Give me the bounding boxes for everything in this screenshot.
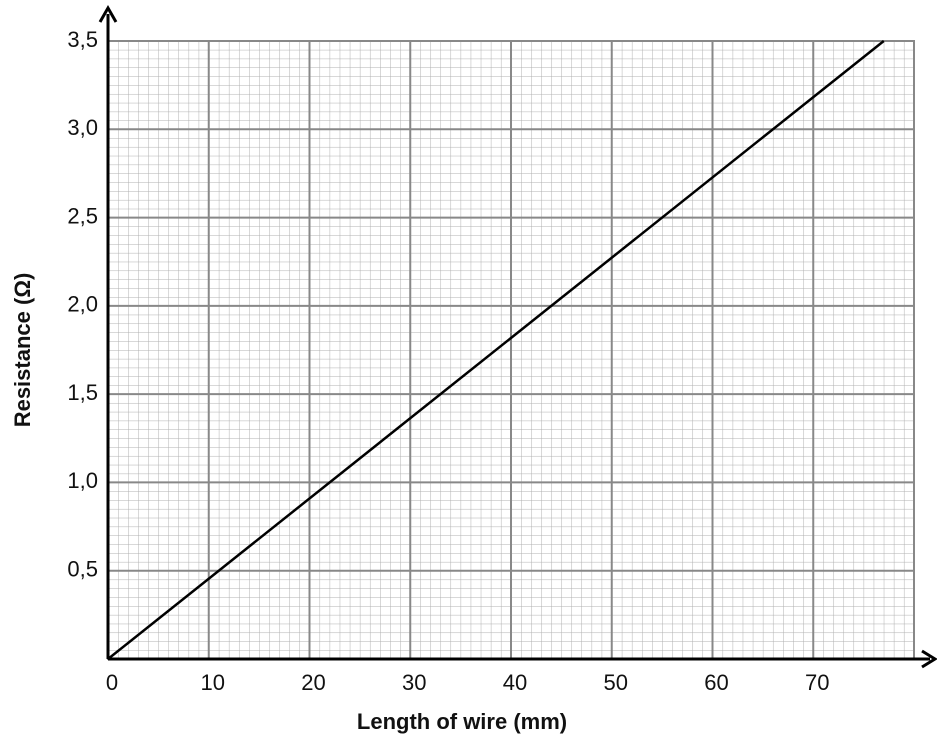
data-line — [107, 40, 885, 660]
y-tick-label: 0,5 — [67, 557, 98, 582]
x-tick-label: 60 — [704, 670, 728, 695]
y-tick-label: 3,0 — [67, 115, 98, 140]
y-tick-label: 3,5 — [67, 27, 98, 52]
x-tick-label: 30 — [402, 670, 426, 695]
x-tick-label: 40 — [503, 670, 527, 695]
x-tick-label: 20 — [301, 670, 325, 695]
y-axis-arrow — [98, 4, 118, 23]
x-axis-arrow — [921, 649, 937, 669]
x-tick-label: 10 — [201, 670, 225, 695]
y-tick-label: 2,0 — [67, 292, 98, 317]
y-tick-label: 1,5 — [67, 380, 98, 405]
x-axis-title: Length of wire (mm) — [357, 709, 567, 734]
y-axis-title: Resistance (Ω) — [10, 273, 35, 428]
x-tick-label: 70 — [805, 670, 829, 695]
y-tick-label: 1,0 — [67, 468, 98, 493]
y-tick-label: 2,5 — [67, 203, 98, 228]
x-tick-label: 50 — [604, 670, 628, 695]
x-tick-label: 0 — [106, 670, 118, 695]
